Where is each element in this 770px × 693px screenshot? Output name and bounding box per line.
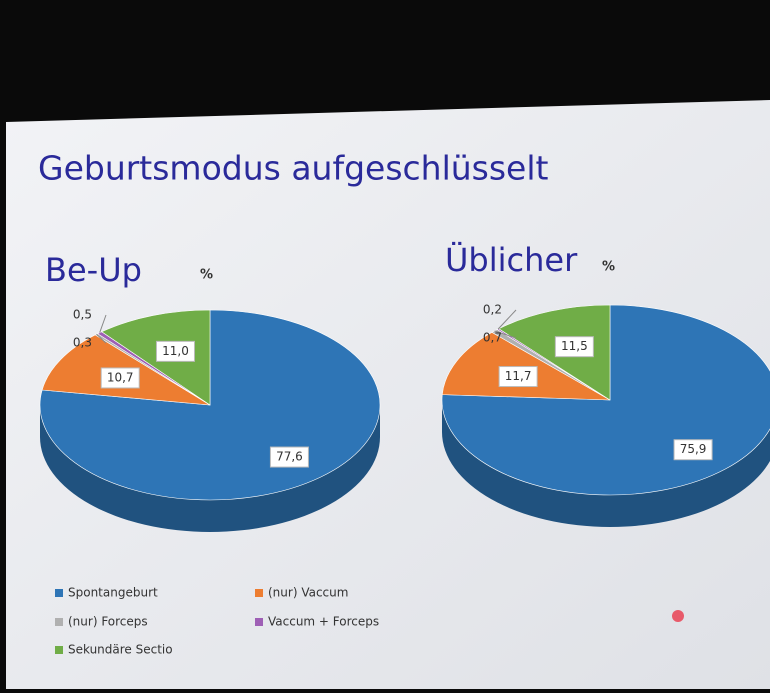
pie-slice [498,304,611,401]
value-label: 11,5 [561,339,588,353]
chart-subtitle: % [602,260,615,275]
pie-slice [101,309,211,406]
value-label-box [498,366,538,388]
pie-side [40,405,380,532]
value-label: 0,5 [73,308,92,322]
value-label: 0,2 [483,303,502,317]
leader-line [96,333,107,344]
pie-side [442,400,770,527]
value-label: 10,7 [107,370,134,384]
legend-swatch [255,589,263,597]
value-label: 77,6 [276,450,303,464]
legend-label: (nur) Forceps [68,615,148,629]
pointer-dot [672,610,684,622]
leader-line [99,314,107,333]
value-label: 0,7 [483,331,502,345]
value-label-box [673,439,713,461]
value-label-box [269,446,309,468]
chart-title: Üblicher [445,241,578,279]
value-label: 11,0 [162,344,189,358]
legend-label: Vaccum + Forceps [268,615,379,629]
legend-label: (nur) Vaccum [268,586,348,600]
value-label-box [554,336,594,358]
value-label-box [155,340,195,362]
slide-title: Geburtsmodus aufgeschlüsselt [38,149,549,188]
value-label: 11,7 [505,369,532,383]
legend-swatch [55,589,63,597]
legend-label: Sekundäre Sectio [68,643,173,657]
legend-swatch [55,618,63,626]
chart-title: Be-Up [45,251,142,289]
slide-background [6,100,770,689]
value-label: 75,9 [680,442,707,456]
value-label: 0,3 [73,336,92,350]
legend-swatch [255,618,263,626]
value-label-box [100,367,140,389]
legend-swatch [55,646,63,654]
legend-label: Spontangeburt [68,586,158,600]
chart-subtitle: % [200,268,213,283]
leader-line [494,330,517,339]
leader-line [497,309,517,330]
